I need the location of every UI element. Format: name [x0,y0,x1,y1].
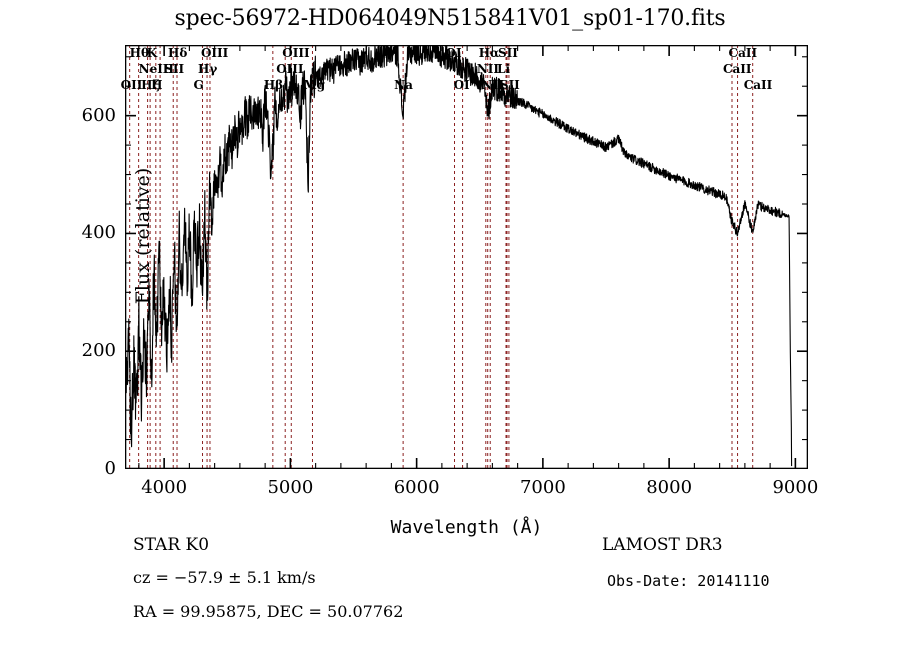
spectral-line-label: CaII [743,78,773,92]
spectral-line-label: OIII [200,46,229,60]
x-tick-label: 5000 [267,477,314,498]
spectral-line-label: CaII [722,62,752,76]
spectral-line-label: OIII [282,46,310,60]
x-axis-label: Wavelength (Å) [390,517,543,538]
spectral-line-label: NII [481,78,504,92]
spectral-line-label: SII [498,46,518,60]
spectral-line-label: Hβ [263,78,284,92]
spectral-line-label: SII [164,62,185,76]
object-class-text: STAR K0 [133,535,210,555]
redshift-text: cz = −57.9 ± 5.1 km/s [133,568,316,587]
plot-area: Flux (relative) Wavelength (Å) 4000 5000 6… [82,45,818,538]
spectral-line-label: OI [445,46,462,60]
spectral-line-label: G [193,78,204,92]
x-tick-label: 7000 [519,477,566,498]
y-tick-label: 600 [81,104,116,126]
x-tick-label: 6000 [393,477,440,498]
spectral-line-label: NeIII [138,62,175,76]
spectral-line-label: CaII [728,46,758,60]
y-tick-label: 200 [81,340,116,362]
spectrum-plot-svg [125,45,808,469]
spectral-line-label: K [146,46,158,60]
obs-date-text: Obs-Date: 20141110 [607,572,770,590]
spectral-line-label: H [151,78,163,92]
spectral-line-label: OIII [276,62,304,76]
spectral-line-label: Hδ [168,46,188,60]
coordinates-text: RA = 99.95875, DEC = 50.07762 [133,602,404,621]
spectral-line-label: OI [453,78,470,92]
x-tick-label: 9000 [772,477,819,498]
spectral-line-label: OII [120,78,143,92]
spectral-line-label: SII [499,78,520,92]
spectral-line-label: Hα [478,46,500,60]
y-axis-label: Flux (relative) [132,167,154,305]
x-tick-label: 8000 [646,477,693,498]
spectral-line-label: Hθ [129,46,149,60]
spectral-line-label: Hγ [198,62,218,76]
spectral-line-label: NII [476,62,500,76]
spectral-line-label: Mg [303,78,326,92]
y-tick-label: 0 [104,458,116,479]
survey-text: LAMOST DR3 [602,535,723,555]
spectral-line-label: Hζ [141,78,160,92]
y-tick-label: 400 [81,222,116,244]
page-title: spec-56972-HD064049N515841V01_sp01-170.f… [174,6,726,31]
spectral-line-label: Na [394,78,413,92]
spectral-line-label: Li [497,62,510,76]
x-tick-label: 4000 [141,477,188,498]
